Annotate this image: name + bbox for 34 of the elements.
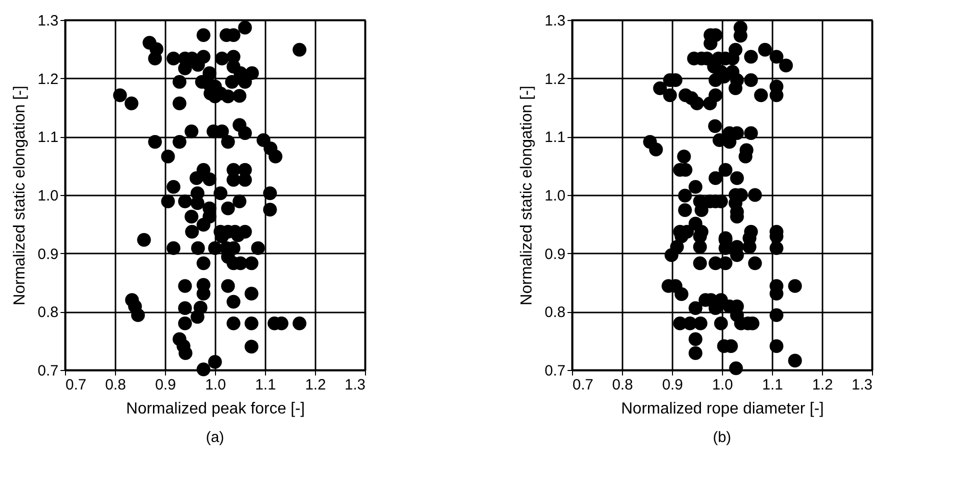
x-tick-label: 1.2 [812, 376, 833, 394]
y-tick-label: 1.1 [544, 129, 566, 146]
x-tick-label: 1.1 [255, 376, 276, 394]
x-tick-label: 1.0 [712, 376, 733, 394]
y-axis-title: Normalized static elongation [-] [12, 86, 29, 306]
x-tick-label: 0.9 [155, 376, 176, 394]
text: (b) [712, 429, 732, 446]
x-tick-label: 0.7 [572, 376, 594, 394]
y-tick-label: 0.7 [38, 362, 58, 380]
y-tick-label: 1.2 [38, 70, 58, 88]
x-tick-label: 1.3 [852, 376, 872, 394]
y-tick-label: 0.7 [544, 362, 566, 380]
y-axis-title: Normalized static elongation [-] [518, 86, 536, 306]
y-tick-label: 1.0 [544, 188, 566, 204]
y-tick-label: 0.8 [38, 304, 58, 322]
x-tick-label: 0.8 [612, 376, 633, 394]
y-tick-label: 0.9 [38, 246, 58, 263]
x-axis-title: Normalized peak force [-] [126, 400, 305, 418]
y-tick-label: 0.9 [544, 246, 566, 263]
text: (a) [206, 429, 224, 446]
x-tick-label: 0.8 [105, 376, 126, 394]
x-tick-label: 1.1 [762, 376, 783, 394]
x-tick-label: 1.2 [305, 376, 326, 394]
x-tick-label: 0.7 [66, 376, 86, 394]
y-tick-label: 0.8 [544, 304, 566, 322]
y-tick-label: 1.3 [544, 12, 566, 30]
y-tick-label: 1.1 [38, 129, 58, 146]
x-axis-title: Normalized rope diameter [-] [621, 400, 824, 418]
x-tick-label: 1.0 [205, 376, 226, 394]
x-tick-label: 0.9 [662, 376, 683, 394]
y-tick-label: 1.3 [38, 12, 58, 30]
y-tick-label: 1.2 [544, 70, 566, 88]
x-tick-label: 1.3 [344, 376, 366, 394]
y-tick-label: 1.0 [38, 188, 58, 204]
